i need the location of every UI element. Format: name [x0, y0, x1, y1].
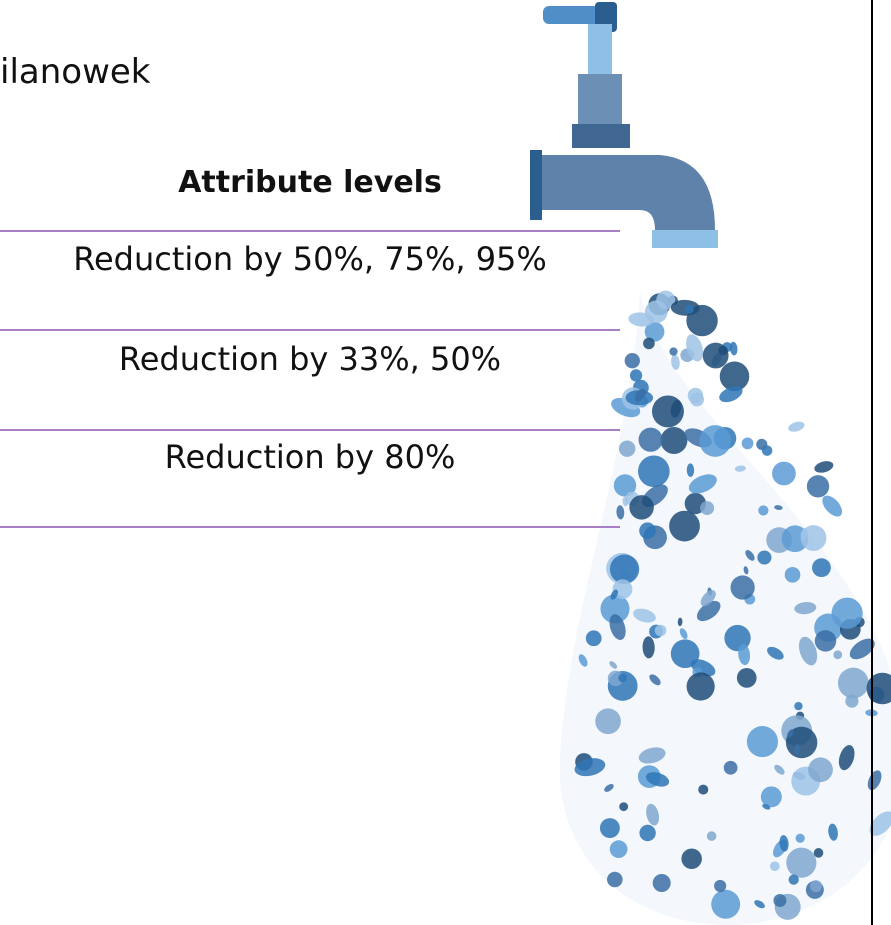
drop-icon	[770, 861, 780, 871]
drop-icon	[773, 894, 786, 907]
drop-icon	[838, 668, 869, 699]
row-text: Reduction by 33%, 50%	[0, 340, 620, 378]
drop-icon	[619, 802, 628, 811]
drop-icon	[600, 818, 620, 838]
drop-icon	[711, 890, 740, 919]
drop-icon	[810, 880, 822, 892]
column-header: Attribute levels	[0, 165, 620, 200]
drop-icon	[639, 522, 656, 539]
divider	[871, 0, 873, 925]
drop-icon	[688, 388, 703, 403]
row-rule	[0, 429, 620, 431]
drop-icon	[687, 672, 715, 700]
drop-icon	[786, 848, 816, 878]
drop-icon	[714, 880, 726, 892]
row-text: Reduction by 80%	[0, 438, 620, 476]
drop-icon	[685, 305, 694, 314]
drop-icon	[652, 395, 684, 427]
drop-icon	[669, 511, 700, 542]
drop-icon	[700, 501, 714, 515]
drop-icon	[807, 475, 829, 497]
tap-body	[578, 74, 622, 124]
drop-icon	[832, 598, 863, 629]
drop-icon	[639, 825, 655, 841]
drop-icon	[731, 575, 755, 599]
drop-icon	[757, 550, 771, 564]
drop-icon	[796, 834, 805, 843]
drop-icon	[639, 428, 663, 452]
drop-icon	[845, 694, 858, 707]
drop-icon	[742, 438, 754, 450]
page: ilanowek Attribute levels Reduction by 5…	[0, 0, 891, 925]
drop-icon	[618, 674, 627, 683]
drop-icon	[669, 347, 677, 355]
drop-icon	[814, 848, 824, 858]
drop-icon	[758, 505, 768, 515]
drop-icon	[794, 702, 802, 710]
drop-icon	[619, 440, 635, 456]
tap-outlet	[652, 230, 718, 248]
row-rule	[0, 329, 620, 331]
drop-icon	[630, 369, 642, 381]
drop-icon	[671, 639, 700, 668]
drop-icon	[610, 554, 639, 583]
drop-icon	[813, 459, 835, 474]
tap-handle	[543, 6, 603, 24]
drop-icon	[629, 495, 653, 519]
drop-icon	[607, 872, 623, 888]
drop-icon	[699, 425, 731, 457]
drop-icon	[785, 567, 801, 583]
row-rule	[0, 526, 620, 528]
drop-icon	[747, 726, 778, 757]
drop-icon	[638, 455, 670, 487]
drop-icon	[660, 427, 687, 454]
drop-icon	[681, 848, 702, 869]
drop-icon	[737, 668, 757, 688]
drop-icon	[707, 831, 717, 841]
drop-icon	[808, 757, 833, 782]
drop-icon	[812, 558, 831, 577]
partial-title: ilanowek	[0, 52, 151, 92]
drop-icon	[815, 630, 836, 651]
drop-icon	[703, 343, 729, 369]
drop-icon	[643, 338, 655, 350]
drop-icon	[655, 625, 667, 637]
drop-icon	[595, 708, 621, 734]
drop-icon	[586, 630, 602, 646]
drop-icon	[833, 650, 842, 659]
drop-icon	[625, 353, 640, 368]
drop-icon	[645, 300, 668, 323]
drop-icon	[724, 761, 738, 775]
tap-nut	[572, 124, 630, 148]
drop-icon	[653, 874, 671, 892]
drop-icon	[762, 445, 773, 456]
drop-icon	[789, 874, 799, 884]
row-text: Reduction by 50%, 75%, 95%	[0, 240, 620, 278]
drop-icon	[787, 420, 806, 434]
drop-icon	[772, 462, 796, 486]
drop-icon	[698, 785, 708, 795]
tap-stem	[588, 24, 612, 74]
row-rule	[0, 230, 620, 232]
drop-icon	[610, 840, 628, 858]
